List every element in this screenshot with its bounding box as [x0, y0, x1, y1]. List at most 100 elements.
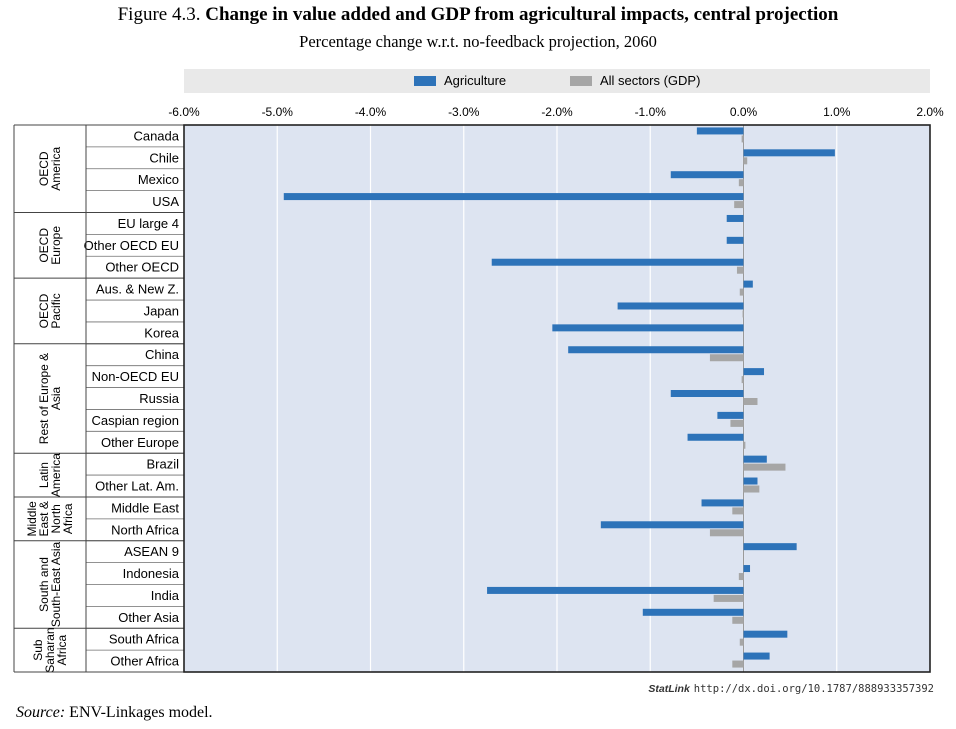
- group-label: Europe: [49, 226, 63, 265]
- gdp-bar: [738, 179, 744, 187]
- category-label: Indonesia: [123, 566, 180, 581]
- gdp-bar: [741, 135, 744, 143]
- group-label: Rest of Europe &: [37, 353, 51, 444]
- agriculture-bar: [642, 608, 744, 616]
- gdp-bar: [709, 529, 744, 537]
- group-label: OECD: [37, 151, 51, 186]
- group-label: America: [49, 146, 63, 190]
- legend-swatch-gdp: [570, 75, 592, 86]
- gdp-bar: [730, 419, 744, 427]
- category-label: South Africa: [109, 632, 180, 647]
- gdp-bar: [739, 638, 744, 646]
- group-label: Pacific: [49, 293, 63, 328]
- gdp-bar: [732, 660, 744, 668]
- category-label: Aus. & New Z.: [96, 282, 179, 297]
- group-label: Saharan: [43, 627, 57, 672]
- x-tick-label: 1.0%: [823, 105, 851, 119]
- agriculture-bar: [670, 390, 744, 397]
- gdp-bar: [709, 354, 744, 362]
- agriculture-bar: [487, 586, 744, 594]
- legend-label-gdp: All sectors (GDP): [600, 73, 701, 88]
- agriculture-bar: [717, 411, 744, 419]
- agriculture-bar: [743, 565, 751, 573]
- category-label: Russia: [139, 391, 180, 406]
- group-label: North: [49, 504, 63, 533]
- agriculture-bar: [687, 433, 744, 441]
- legend-item-gdp: All sectors (GDP): [570, 73, 700, 88]
- agriculture-bar: [568, 346, 744, 354]
- category-label: Other OECD EU: [84, 238, 179, 253]
- category-label: USA: [152, 194, 179, 209]
- category-label: India: [151, 588, 180, 603]
- category-label: Korea: [144, 325, 179, 340]
- agriculture-bar: [743, 652, 770, 660]
- agriculture-bar: [670, 171, 744, 179]
- gdp-bar: [732, 507, 744, 515]
- agriculture-bar: [743, 630, 788, 638]
- agriculture-bar: [552, 324, 744, 332]
- group-label: South and: [37, 557, 51, 612]
- category-label: Non-OECD EU: [92, 369, 179, 384]
- group-label: America: [49, 453, 63, 497]
- source-text: ENV-Linkages model.: [69, 704, 213, 721]
- source-label: Source:: [16, 704, 66, 721]
- x-tick-label: -1.0%: [635, 105, 667, 119]
- category-label: Chile: [149, 150, 179, 165]
- agriculture-bar: [283, 193, 744, 201]
- agriculture-bar: [743, 455, 767, 463]
- legend-label-agriculture: Agriculture: [444, 73, 507, 88]
- statlink-brand: StatLink: [648, 683, 690, 695]
- gdp-bar: [741, 376, 744, 384]
- x-tick-label: 2.0%: [916, 105, 944, 119]
- x-tick-label: -4.0%: [355, 105, 387, 119]
- category-label: Brazil: [146, 457, 179, 472]
- agriculture-bar: [726, 236, 744, 244]
- group-label: Africa: [55, 634, 69, 665]
- group-label: Sub: [31, 639, 45, 661]
- gdp-bar: [713, 594, 744, 602]
- category-label: Other Europe: [101, 435, 179, 450]
- category-label: ASEAN 9: [124, 544, 179, 559]
- gdp-bar: [739, 288, 744, 296]
- legend-item-agriculture: Agriculture: [414, 73, 506, 88]
- group-label: OECD: [37, 228, 51, 263]
- statlink-url[interactable]: http://dx.doi.org/10.1787/888933357392: [693, 683, 934, 695]
- category-label: Caspian region: [92, 413, 179, 428]
- plot-frame: [183, 124, 931, 673]
- source-note: Source: ENV-Linkages model.: [16, 704, 213, 722]
- gdp-bar: [743, 485, 760, 493]
- agriculture-bar: [491, 258, 744, 266]
- agriculture-bar: [743, 543, 797, 551]
- group-label: East &: [37, 501, 51, 536]
- group-label: Asia: [49, 387, 63, 411]
- agriculture-bar: [701, 499, 744, 507]
- group-label: South-East Asia: [49, 541, 63, 627]
- figure-subtitle: Percentage change w.r.t. no-feedback pro…: [299, 32, 657, 51]
- group-label: Middle: [25, 501, 39, 537]
- agriculture-bar: [743, 368, 765, 376]
- gdp-bar: [736, 266, 744, 274]
- category-label: China: [145, 347, 180, 362]
- x-tick-label: -2.0%: [541, 105, 573, 119]
- category-label: North Africa: [111, 522, 180, 537]
- gdp-bar: [743, 441, 746, 449]
- x-tick-label: -5.0%: [262, 105, 294, 119]
- agriculture-bar: [743, 149, 835, 157]
- figure-title: Figure 4.3. Change in value added and GD…: [0, 4, 956, 26]
- gdp-bar: [738, 573, 744, 581]
- category-label: Other Lat. Am.: [95, 479, 179, 494]
- chart-legend: Agriculture All sectors (GDP): [184, 69, 930, 93]
- gdp-bar: [734, 201, 744, 209]
- gdp-bar: [732, 616, 744, 624]
- figure-title-main: Change in value added and GDP from agric…: [205, 4, 839, 25]
- statlink[interactable]: StatLink http://dx.doi.org/10.1787/888933…: [648, 683, 934, 695]
- x-tick-label: -3.0%: [448, 105, 480, 119]
- gdp-bar: [743, 398, 758, 405]
- category-label: Middle East: [111, 500, 179, 515]
- legend-swatch-agriculture: [414, 75, 436, 86]
- category-label: Other Africa: [110, 654, 179, 669]
- x-tick-label: -6.0%: [168, 105, 200, 119]
- agriculture-bar: [743, 280, 753, 288]
- agriculture-bar: [726, 214, 744, 222]
